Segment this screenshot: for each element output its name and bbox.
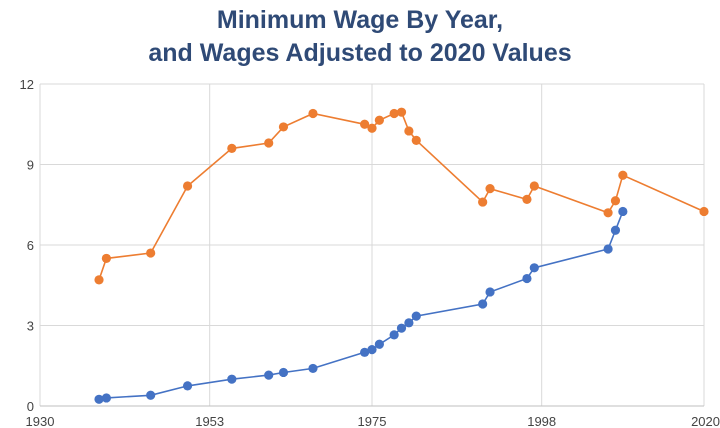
series-2-point: [308, 363, 318, 374]
series-1-point: [699, 206, 709, 217]
y-tick-label: 0: [27, 399, 34, 414]
series-1-point: [146, 248, 156, 258]
x-tick-label: 1930: [26, 414, 55, 428]
series-1-point: [360, 119, 370, 129]
y-tick-label: 9: [27, 158, 34, 173]
series-1-line: [98, 111, 705, 281]
series-2-point: [101, 393, 111, 403]
y-tick-label: 6: [27, 238, 34, 253]
series-1-point: [278, 122, 289, 132]
y-tick-label: 12: [20, 77, 34, 92]
x-tick-label: 1975: [358, 414, 387, 428]
series-1-point: [522, 194, 532, 204]
series-2-point: [411, 311, 421, 321]
series-2-point: [182, 381, 193, 391]
chart-title-line-1: Minimum Wage By Year,: [216, 6, 504, 34]
series-1-point: [374, 115, 384, 125]
series-2-point: [522, 273, 532, 284]
series-2-point: [485, 287, 495, 297]
series-2-point: [618, 206, 628, 217]
x-tick-label: 1953: [195, 414, 224, 428]
series-1-point: [478, 197, 488, 207]
series-2-point: [94, 394, 104, 404]
series-2-point: [389, 330, 399, 340]
series-2-point: [396, 323, 407, 333]
series-1-point: [94, 275, 104, 285]
series-1-point: [618, 170, 628, 180]
series-2-point: [278, 367, 289, 378]
series-1-point: [396, 107, 407, 117]
series-1-point: [367, 123, 377, 133]
series-2-point: [478, 299, 488, 309]
series-1-point: [404, 126, 414, 136]
series-1-point: [101, 253, 111, 264]
series-2-point: [529, 263, 539, 273]
x-tick-label: 1998: [527, 414, 556, 428]
series-1-point: [529, 181, 539, 191]
x-tick-label: 2020: [691, 414, 720, 428]
series-2-point: [146, 390, 156, 400]
series-1-point: [182, 181, 193, 191]
y-tick-label: 3: [27, 319, 34, 334]
series-1-point: [264, 138, 274, 148]
chart-title-line-2: and Wages Adjusted to 2020 Values: [148, 39, 572, 67]
series-2-point: [367, 345, 377, 355]
series-2-point: [374, 339, 384, 349]
chart-title: Minimum Wage By Year, and Wages Adjusted…: [0, 0, 720, 70]
series-1-point: [603, 208, 613, 218]
series-1-point: [227, 143, 237, 153]
series-1-point: [485, 184, 495, 194]
series-1-point: [389, 108, 399, 119]
series-2-point: [610, 225, 621, 235]
series-1-point: [411, 135, 421, 145]
series-2-point: [360, 347, 370, 357]
series-2-point: [264, 370, 274, 380]
series-2-point: [603, 244, 613, 254]
series-1-point: [308, 108, 318, 119]
series-2-line: [98, 211, 624, 401]
series-2-point: [404, 318, 414, 328]
series-1-point: [610, 196, 621, 206]
series-2-point: [227, 374, 237, 384]
